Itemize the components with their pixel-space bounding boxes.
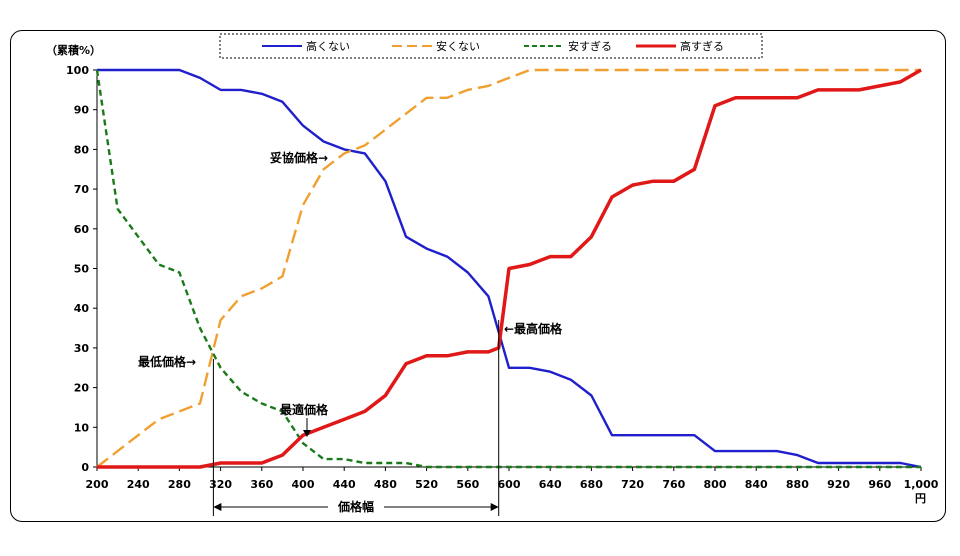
series-line-3	[97, 68, 922, 469]
y-tick-label: 60	[74, 223, 90, 236]
x-tick-label: 480	[374, 478, 397, 491]
x-tick-label: 920	[827, 478, 850, 491]
price-range-label: 価格幅	[337, 499, 374, 514]
x-tick-label: 360	[250, 478, 273, 491]
compromise-price-label: 妥協価格→	[270, 150, 328, 165]
x-tick-label: 960	[868, 478, 891, 491]
x-tick-label: 680	[580, 478, 603, 491]
y-ticks: 0 10 20 30 40 50 60 70 80 90 100	[66, 64, 97, 474]
x-tick-label: 440	[333, 478, 356, 491]
x-ticks: 200 240 280 320 360 400 440 480 520 560 600 640 680 7…	[86, 467, 939, 491]
y-tick-label: 0	[81, 461, 89, 474]
x-tick-label: 200	[86, 478, 109, 491]
x-tick-label: 760	[662, 478, 685, 491]
x-tick-label: 560	[456, 478, 479, 491]
x-tick-label: 400	[292, 478, 315, 491]
legend-label-3: 高すぎる	[680, 39, 724, 53]
legend-label-0: 高くない	[306, 39, 350, 53]
price-range-arrowhead-left	[213, 503, 222, 511]
chart-frame	[10, 30, 946, 522]
x-tick-label: 720	[621, 478, 644, 491]
x-tick-label: 640	[539, 478, 562, 491]
legend-label-2: 安すぎる	[568, 39, 612, 53]
y-tick-label: 20	[74, 382, 90, 395]
x-tick-label: 240	[127, 478, 150, 491]
price-range-arrowhead-right	[490, 503, 499, 511]
optimal-price-arrowhead	[303, 430, 311, 437]
x-tick-label: 840	[745, 478, 768, 491]
y-tick-label: 10	[74, 421, 90, 434]
x-tick-label: 320	[209, 478, 232, 491]
y-tick-label: 100	[66, 64, 89, 77]
x-axis-unit: 円	[915, 492, 926, 505]
legend: 高くない 安くない 安すぎる 高すぎる	[262, 39, 724, 53]
series-line-2	[95, 69, 921, 469]
x-tick-label: 880	[786, 478, 809, 491]
x-tick-label: 600	[498, 478, 521, 491]
optimal-price-label: 最適価格	[280, 402, 329, 417]
y-tick-label: 80	[74, 143, 90, 156]
lowest-price-label: 最低価格→	[138, 354, 196, 369]
series-line-0	[97, 68, 922, 469]
series-line-1	[96, 68, 921, 468]
price-range-label-bg	[328, 499, 385, 515]
x-tick-label: 520	[415, 478, 438, 491]
x-tick-label: 280	[168, 478, 191, 491]
y-tick-label: 40	[74, 302, 90, 315]
x-tick-label: 800	[704, 478, 727, 491]
legend-label-1: 安くない	[436, 39, 480, 53]
y-tick-label: 70	[74, 183, 90, 196]
x-tick-label: 1,000	[904, 478, 939, 491]
y-tick-label: 90	[74, 104, 90, 117]
y-tick-label: 50	[74, 263, 90, 276]
y-axis-label: （累積%）	[46, 43, 101, 57]
y-tick-label: 30	[74, 342, 90, 355]
highest-price-label: ←最高価格	[504, 321, 563, 336]
series-group	[95, 68, 922, 469]
